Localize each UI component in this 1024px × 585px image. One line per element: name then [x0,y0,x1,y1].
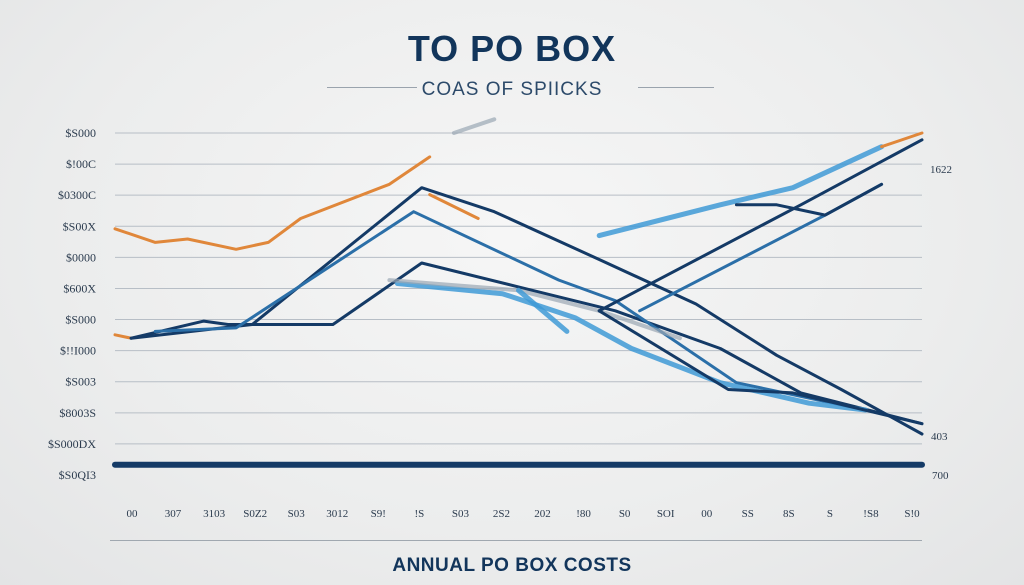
x-tick-label: !S [414,508,424,520]
series-line-1 [113,155,432,251]
x-tick-label: 8S [783,508,795,520]
series-lines [112,117,925,468]
y-tick-label: $!!I000 [60,344,96,358]
y-tick-label: $600X [63,281,96,295]
x-tick-label: S0Z2 [243,508,267,520]
chart-title: TO PO BOX [407,28,617,69]
x-tick-label: 00 [701,508,713,520]
y-tick-label: $8003S [59,406,96,420]
y-tick-label: $!00C [66,157,96,171]
series-line-5 [129,261,924,426]
y-tick-label: $S000 [65,313,96,327]
series-line-8 [394,281,868,413]
y-tick-label: $S0QI3 [59,468,96,482]
x-tick-label: SS [742,508,754,520]
subtitle-rule-right [638,87,714,88]
series-line-4 [451,117,497,135]
series-line-2 [428,193,480,220]
x-tick-label: S!0 [904,508,920,520]
x-tick-label: SOI [657,508,675,520]
x-axis-rule [110,540,922,541]
series-line-11 [597,309,924,426]
series-line-12 [597,138,924,313]
right-value-label: 403 [931,431,948,443]
right-value-labels: 1622 403 700 [930,164,952,482]
x-axis-label: ANNUAL PO BOX COSTS [392,555,632,576]
x-axis-ticks: 00 307 3103 S0Z2 S03 3012 S9! !S S03 2S2 202 !80 S0 S… [127,508,921,520]
x-tick-label: S9! [371,508,386,520]
y-tick-label: $S003 [65,375,96,389]
x-tick-label: 00 [127,508,139,520]
series-line-3 [113,333,133,340]
series-line-9 [387,278,682,341]
series-line-7 [153,210,851,409]
chart-subtitle: COAS OF SPIICKS [421,79,603,100]
y-tick-label: $S000DX [48,437,96,451]
x-tick-label: !80 [576,508,591,520]
y-axis-ticks: $S000 $!00C $0300C $S00X $0000 $600X $S000 $!!I… [48,126,96,482]
y-tick-label: $S000 [65,126,96,140]
x-tick-label: 2S2 [493,508,510,520]
grid-lines [115,132,922,445]
x-tick-label: 3012 [326,508,348,520]
x-tick-label: 307 [165,508,182,520]
x-tick-label: S03 [452,508,470,520]
right-value-label: 1622 [930,164,952,176]
series-line-15 [880,131,924,149]
series-line-16 [734,182,884,217]
y-tick-label: $0000 [66,250,96,264]
x-tick-label: S [827,508,833,520]
series-line-14 [596,144,885,239]
y-tick-label: $S00X [63,219,97,233]
y-tick-label: $0300C [58,188,96,202]
subtitle-rule-left [327,87,417,88]
right-value-label: 700 [932,470,949,482]
x-tick-label: 202 [534,508,551,520]
x-tick-label: 3103 [203,508,226,520]
series-line-10 [516,287,570,334]
x-tick-label: S0 [619,508,631,520]
x-tick-label: !S8 [863,508,879,520]
x-tick-label: S03 [288,508,306,520]
